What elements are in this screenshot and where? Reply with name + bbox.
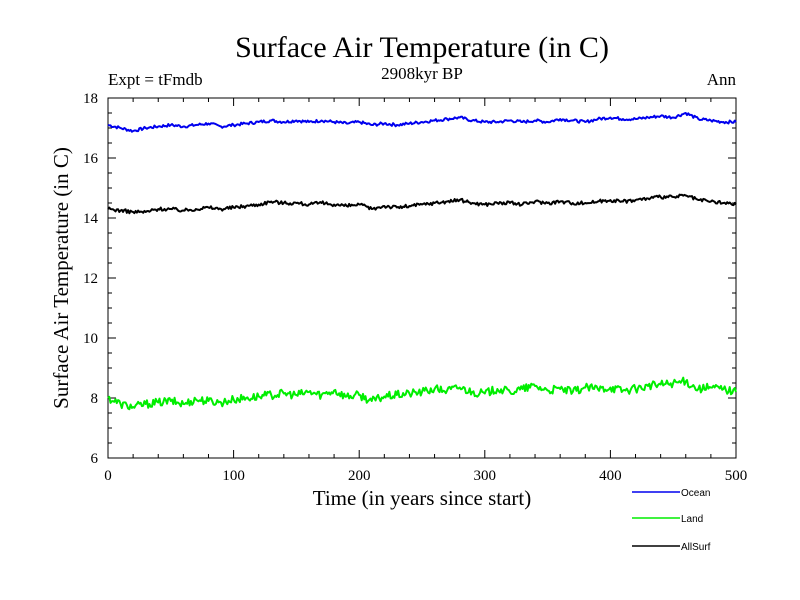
chart-title: Surface Air Temperature (in C) <box>235 31 609 64</box>
x-tick-label: 200 <box>348 468 371 484</box>
y-tick-label: 18 <box>83 91 98 107</box>
x-tick-label: 0 <box>104 468 112 484</box>
y-tick-label: 12 <box>83 271 98 287</box>
plot-frame <box>107 97 737 459</box>
y-tick-label: 8 <box>91 391 99 407</box>
legend-label-allsurf: AllSurf <box>681 542 711 553</box>
experiment-label: Expt = tFmdb <box>108 70 203 89</box>
y-tick-label: 10 <box>83 331 98 347</box>
series-line-allsurf <box>107 193 737 215</box>
x-tick-label: 400 <box>599 468 622 484</box>
x-tick-label: 500 <box>725 468 748 484</box>
season-label: Ann <box>707 70 737 89</box>
axis-ticks: 0 100 200 300 400 500 6 8 10 12 14 16 18 <box>83 91 747 484</box>
series-lines <box>107 112 737 411</box>
legend-label-ocean: Ocean <box>681 488 710 499</box>
legend-label-land: Land <box>681 514 703 525</box>
chart-subtitle: 2908kyr BP <box>381 64 463 83</box>
legend: Ocean Land AllSurf <box>632 488 711 553</box>
y-tick-label: 16 <box>83 151 99 167</box>
x-tick-label: 100 <box>222 468 245 484</box>
series-line-land <box>107 376 737 411</box>
y-axis-label: Surface Air Temperature (in C) <box>49 147 73 409</box>
y-tick-label: 14 <box>83 211 99 227</box>
x-axis-label: Time (in years since start) <box>313 486 532 510</box>
series-line-ocean <box>107 112 737 133</box>
y-tick-label: 6 <box>91 451 99 467</box>
x-tick-label: 300 <box>474 468 497 484</box>
